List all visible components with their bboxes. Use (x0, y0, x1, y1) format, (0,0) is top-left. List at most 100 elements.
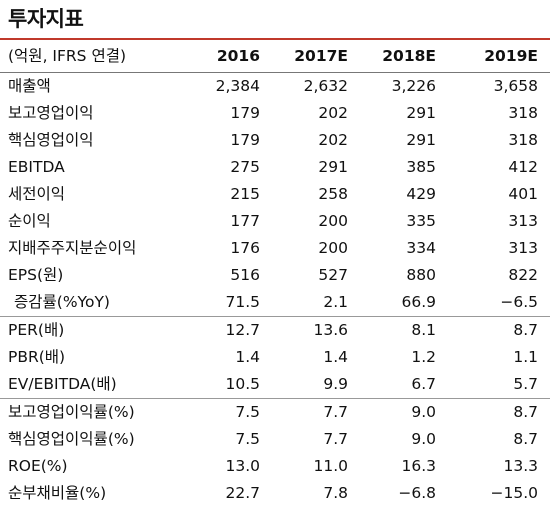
cell-value: 176 (230, 239, 260, 257)
cell-value: 527 (318, 266, 348, 284)
cell-value: 22.7 (225, 484, 260, 502)
row-label: PER(배) (8, 321, 65, 339)
row-label: 증감률(%YoY) (14, 293, 110, 311)
table-row: 보고영업이익 179 202 291 318 (0, 100, 550, 127)
row-label: 순부채비율(%) (8, 484, 107, 502)
row-label: EPS(원) (8, 266, 64, 284)
row-label: 순이익 (8, 212, 51, 230)
row-label: 보고영업이익 (8, 104, 94, 122)
cell-value: 13.0 (225, 457, 260, 475)
cell-value: 313 (508, 239, 538, 257)
cell-value: 2,632 (303, 77, 348, 95)
cell-value: 177 (230, 212, 260, 230)
cell-value: 200 (318, 239, 348, 257)
cell-value: 66.9 (401, 293, 436, 311)
cell-value: 10.5 (225, 375, 260, 393)
table-row: 순이익 177 200 335 313 (0, 208, 550, 235)
header-unit-label: (억원, IFRS 연결) (8, 47, 127, 65)
table-row: 보고영업이익률(%) 7.5 7.7 9.0 8.7 (0, 399, 550, 427)
row-label: 매출액 (8, 77, 51, 95)
table-row: EPS(원) 516 527 880 822 (0, 262, 550, 289)
table-row: 순부채비율(%) 22.7 7.8 −6.8 −15.0 (0, 480, 550, 507)
cell-value: 401 (508, 185, 538, 203)
cell-value: 7.5 (235, 430, 260, 448)
investment-indicators-table: (억원, IFRS 연결) 2016 2017E 2018E 2019E 매출액… (0, 40, 550, 507)
header-year-2017e: 2017E (294, 47, 348, 65)
table-row: 세전이익 215 258 429 401 (0, 181, 550, 208)
row-label: 핵심영업이익률(%) (8, 430, 135, 448)
cell-value: 7.7 (323, 430, 348, 448)
header-year-2016: 2016 (216, 47, 260, 65)
table-row: PBR(배) 1.4 1.4 1.2 1.1 (0, 344, 550, 371)
cell-value: −6.5 (500, 293, 538, 311)
table-row: 지배주주지분순이익 176 200 334 313 (0, 235, 550, 262)
cell-value: 2,384 (215, 77, 260, 95)
cell-value: 1.4 (323, 348, 348, 366)
cell-value: 12.7 (225, 321, 260, 339)
cell-value: 11.0 (313, 457, 348, 475)
row-label: 세전이익 (8, 185, 66, 203)
cell-value: 179 (230, 131, 260, 149)
row-label: 핵심영업이익 (8, 131, 94, 149)
cell-value: 8.1 (411, 321, 436, 339)
row-label: EV/EBITDA(배) (8, 375, 117, 393)
cell-value: 71.5 (225, 293, 260, 311)
header-year-2018e: 2018E (382, 47, 436, 65)
cell-value: 291 (318, 158, 348, 176)
cell-value: 318 (508, 104, 538, 122)
cell-value: 318 (508, 131, 538, 149)
cell-value: 1.4 (235, 348, 260, 366)
title-rule (0, 38, 550, 40)
row-label: EBITDA (8, 158, 65, 176)
cell-value: 202 (318, 131, 348, 149)
cell-value: 13.6 (313, 321, 348, 339)
table-row: 증감률(%YoY) 71.5 2.1 66.9 −6.5 (0, 289, 550, 317)
cell-value: 291 (406, 131, 436, 149)
cell-value: 9.9 (323, 375, 348, 393)
table-row: EBITDA 275 291 385 412 (0, 154, 550, 181)
cell-value: 385 (406, 158, 436, 176)
cell-value: 335 (406, 212, 436, 230)
cell-value: 313 (508, 212, 538, 230)
cell-value: 258 (318, 185, 348, 203)
cell-value: 7.5 (235, 403, 260, 421)
row-label: 지배주주지분순이익 (8, 239, 137, 257)
cell-value: 822 (508, 266, 538, 284)
cell-value: 334 (406, 239, 436, 257)
table-row: 핵심영업이익 179 202 291 318 (0, 127, 550, 154)
table-row: PER(배) 12.7 13.6 8.1 8.7 (0, 317, 550, 345)
cell-value: 9.0 (411, 430, 436, 448)
row-label: PBR(배) (8, 348, 66, 366)
cell-value: 202 (318, 104, 348, 122)
cell-value: 412 (508, 158, 538, 176)
cell-value: 516 (230, 266, 260, 284)
cell-value: 215 (230, 185, 260, 203)
cell-value: 7.7 (323, 403, 348, 421)
cell-value: 275 (230, 158, 260, 176)
row-label: 보고영업이익률(%) (8, 403, 135, 421)
page-title: 투자지표 (8, 7, 84, 31)
cell-value: 179 (230, 104, 260, 122)
cell-value: 8.7 (513, 321, 538, 339)
cell-value: 3,226 (391, 77, 436, 95)
cell-value: 8.7 (513, 403, 538, 421)
cell-value: 429 (406, 185, 436, 203)
table-row: EV/EBITDA(배) 10.5 9.9 6.7 5.7 (0, 371, 550, 399)
cell-value: −15.0 (490, 484, 539, 502)
cell-value: 16.3 (401, 457, 436, 475)
table-header-row: (억원, IFRS 연결) 2016 2017E 2018E 2019E (0, 40, 550, 73)
cell-value: 3,658 (493, 77, 538, 95)
row-label: ROE(%) (8, 457, 68, 475)
cell-value: 7.8 (323, 484, 348, 502)
cell-value: 291 (406, 104, 436, 122)
cell-value: 8.7 (513, 430, 538, 448)
cell-value: 1.1 (513, 348, 538, 366)
table-row: 핵심영업이익률(%) 7.5 7.7 9.0 8.7 (0, 426, 550, 453)
cell-value: 1.2 (411, 348, 436, 366)
cell-value: 13.3 (503, 457, 538, 475)
cell-value: 880 (406, 266, 436, 284)
table-row: ROE(%) 13.0 11.0 16.3 13.3 (0, 453, 550, 480)
cell-value: 200 (318, 212, 348, 230)
cell-value: −6.8 (398, 484, 436, 502)
